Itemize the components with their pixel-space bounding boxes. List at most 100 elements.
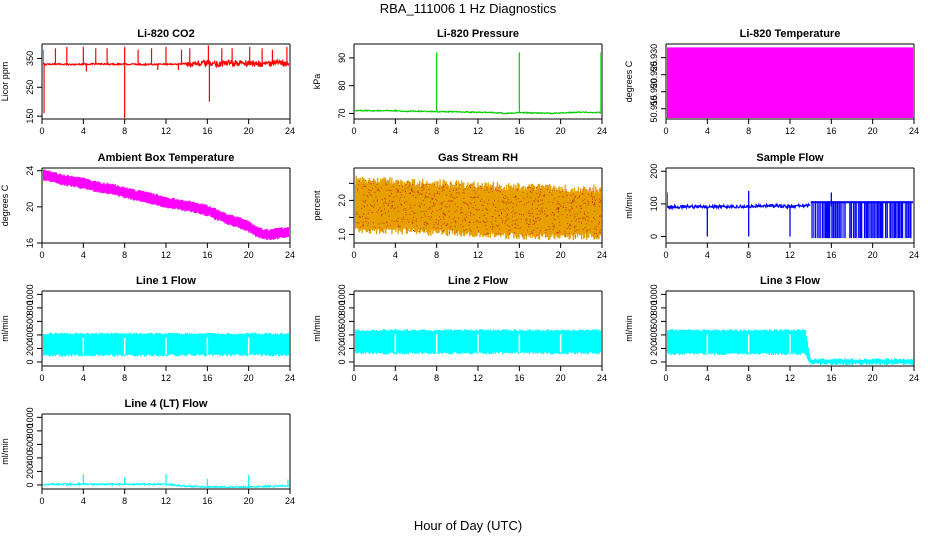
x-tick-label: 12 xyxy=(473,126,483,136)
panel-1: Li-820 Pressure kPa 0 4 8 12 16 20 24 70 80 90 xyxy=(312,28,607,136)
data-layer xyxy=(667,329,913,365)
y-tick-label: 1000 xyxy=(337,284,347,304)
x-tick-label: 20 xyxy=(244,250,254,260)
panel-4: Gas Stream RH percent 0 4 8 12 16 20 24 1.0 2.0 xyxy=(312,152,607,260)
panel-title: Li-820 Temperature xyxy=(740,28,841,40)
x-tick-label: 16 xyxy=(826,250,836,260)
y-axis-label: degrees C xyxy=(624,60,634,102)
panel-title: Line 2 Flow xyxy=(448,275,508,287)
x-tick-label: 4 xyxy=(393,373,398,383)
x-tick-label: 4 xyxy=(393,250,398,260)
x-tick-label: 4 xyxy=(81,250,86,260)
data-layer xyxy=(667,47,913,118)
y-tick-label: 100 xyxy=(649,196,659,211)
y-tick-label: 1000 xyxy=(25,284,35,304)
x-tick-label: 20 xyxy=(868,250,878,260)
y-tick-label: 50.930 xyxy=(649,44,659,72)
x-tick-label: 16 xyxy=(202,373,212,383)
x-tick-label: 4 xyxy=(705,126,710,136)
x-tick-label: 12 xyxy=(161,496,171,506)
data-layer xyxy=(43,332,289,357)
x-tick-label: 12 xyxy=(161,373,171,383)
y-tick-label: 800 xyxy=(25,423,35,438)
x-tick-label: 0 xyxy=(663,126,668,136)
y-tick-label: 0 xyxy=(337,359,347,364)
x-tick-label: 16 xyxy=(202,496,212,506)
x-tick-label: 12 xyxy=(785,373,795,383)
x-tick-label: 24 xyxy=(909,250,919,260)
data-layer xyxy=(667,190,913,239)
x-tick-label: 8 xyxy=(746,126,751,136)
x-tick-label: 0 xyxy=(39,496,44,506)
panel-6: Line 1 Flow ml/min 0 4 8 12 16 20 24 0 20040060080… xyxy=(0,275,295,383)
x-tick-label: 24 xyxy=(597,250,607,260)
x-tick-label: 4 xyxy=(81,373,86,383)
x-tick-label: 20 xyxy=(556,126,566,136)
panel-2: Li-820 Temperature degrees C 0 4 8 12 16 20 24 50… xyxy=(624,28,919,136)
data-layer xyxy=(355,52,601,115)
series-speckle xyxy=(355,180,601,237)
series-line xyxy=(355,109,601,115)
figure-title: RBA_111006 1 Hz Diagnostics xyxy=(379,1,557,16)
x-tick-label: 4 xyxy=(705,250,710,260)
x-tick-label: 4 xyxy=(81,126,86,136)
panel-5: Sample Flow ml/min 0 4 8 12 16 20 24 0 100 200 xyxy=(624,152,919,260)
y-tick-label: 90 xyxy=(337,53,347,63)
y-tick-label: 0 xyxy=(649,359,659,364)
series-band xyxy=(43,169,289,241)
y-tick-label: 200 xyxy=(649,164,659,179)
y-axis-label: ml/min xyxy=(0,315,10,342)
x-tick-label: 4 xyxy=(705,373,710,383)
data-layer xyxy=(43,45,289,118)
y-axis-label: ml/min xyxy=(624,192,634,219)
panel-title: Sample Flow xyxy=(756,152,824,164)
x-tick-label: 4 xyxy=(393,126,398,136)
x-tick-label: 24 xyxy=(597,126,607,136)
y-axis-label: ml/min xyxy=(312,315,322,342)
x-tick-label: 0 xyxy=(39,373,44,383)
x-tick-label: 24 xyxy=(285,496,295,506)
x-tick-label: 12 xyxy=(473,250,483,260)
y-axis-label: ml/min xyxy=(624,315,634,342)
x-tick-label: 12 xyxy=(785,250,795,260)
x-tick-label: 24 xyxy=(909,126,919,136)
y-tick-label: 0 xyxy=(25,359,35,364)
data-layer xyxy=(355,175,601,241)
x-tick-label: 16 xyxy=(202,250,212,260)
panel-7: Line 2 Flow ml/min 0 4 8 12 16 20 24 0 20040060080… xyxy=(312,275,607,383)
x-tick-label: 8 xyxy=(122,250,127,260)
x-tick-label: 4 xyxy=(81,496,86,506)
panel-3: Ambient Box Temperature degrees C 0 4 8 12 16 2… xyxy=(0,152,295,260)
x-tick-label: 8 xyxy=(434,373,439,383)
series-line xyxy=(43,58,289,69)
y-axis-label: Licor ppm xyxy=(0,62,10,102)
y-tick-label: 80 xyxy=(337,81,347,91)
y-tick-label: 1000 xyxy=(25,407,35,427)
y-axis-label: ml/min xyxy=(0,438,10,465)
series-band xyxy=(811,201,912,239)
panel-title: Gas Stream RH xyxy=(438,152,518,164)
y-tick-label: 70 xyxy=(337,108,347,118)
y-tick-label: 600 xyxy=(337,314,347,329)
y-tick-label: 24 xyxy=(25,166,35,176)
y-tick-label: 200 xyxy=(25,341,35,356)
y-tick-label: 400 xyxy=(25,450,35,465)
x-tick-label: 0 xyxy=(663,373,668,383)
data-layer xyxy=(43,474,289,488)
x-tick-label: 0 xyxy=(351,373,356,383)
x-tick-label: 24 xyxy=(285,250,295,260)
panel-title: Line 1 Flow xyxy=(136,275,196,287)
y-tick-label: 800 xyxy=(649,300,659,315)
x-tick-label: 8 xyxy=(122,496,127,506)
x-tick-label: 24 xyxy=(285,373,295,383)
y-tick-label: 600 xyxy=(25,437,35,452)
x-tick-label: 12 xyxy=(473,373,483,383)
y-axis-label: percent xyxy=(312,190,322,221)
x-tick-label: 0 xyxy=(39,250,44,260)
x-tick-label: 20 xyxy=(244,126,254,136)
panel-title: Line 3 Flow xyxy=(760,275,820,287)
y-tick-label: 16 xyxy=(25,238,35,248)
y-tick-label: 350 xyxy=(25,51,35,66)
panel-9: Line 4 (LT) Flow ml/min 0 4 8 12 16 20 24 0 200400… xyxy=(0,398,295,506)
